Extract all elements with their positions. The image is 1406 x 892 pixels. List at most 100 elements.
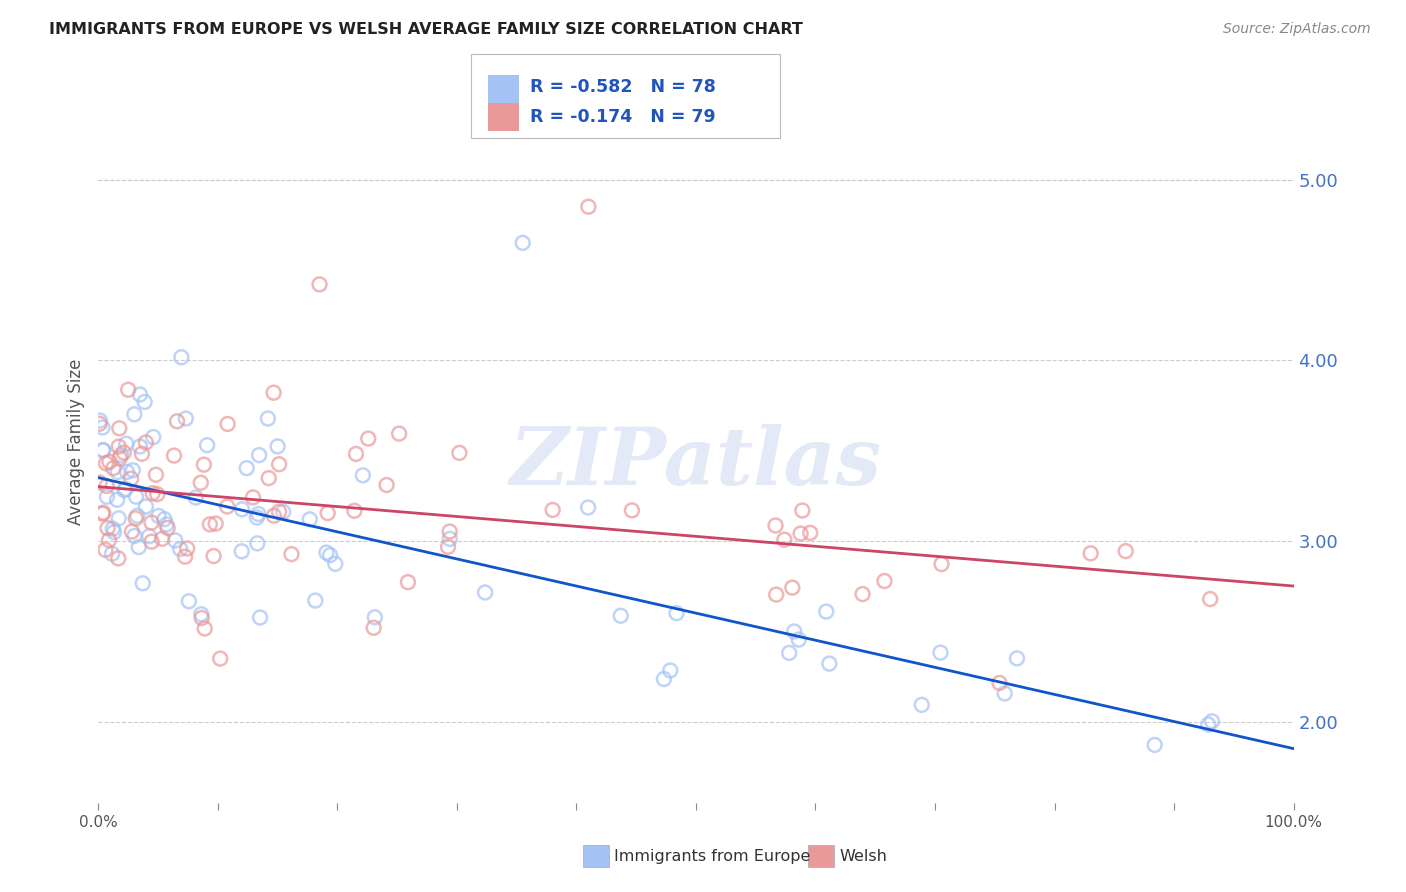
Point bbox=[235, 461, 257, 475]
Point bbox=[125, 511, 148, 525]
Point bbox=[138, 529, 160, 543]
Point bbox=[101, 547, 124, 561]
Point bbox=[911, 698, 934, 712]
Point bbox=[98, 533, 121, 547]
Point bbox=[101, 522, 124, 536]
Point bbox=[217, 417, 239, 431]
Point bbox=[190, 475, 212, 490]
Text: Welsh: Welsh bbox=[839, 849, 887, 863]
Point bbox=[107, 465, 129, 479]
Point bbox=[135, 435, 157, 450]
Point bbox=[174, 549, 197, 564]
Point bbox=[931, 557, 953, 571]
Point bbox=[789, 526, 811, 541]
Point bbox=[988, 676, 1011, 690]
Point bbox=[343, 504, 366, 518]
Text: R = -0.582   N = 78: R = -0.582 N = 78 bbox=[530, 78, 716, 96]
Point bbox=[107, 440, 129, 454]
Point bbox=[449, 446, 471, 460]
Y-axis label: Average Family Size: Average Family Size bbox=[66, 359, 84, 524]
Point bbox=[142, 486, 165, 500]
Point bbox=[129, 387, 152, 401]
Point bbox=[929, 646, 952, 660]
Point bbox=[257, 411, 280, 425]
Point bbox=[96, 521, 118, 535]
Point bbox=[148, 508, 170, 523]
Point bbox=[128, 440, 150, 454]
Point bbox=[249, 610, 271, 624]
Point bbox=[145, 467, 167, 482]
Point bbox=[174, 411, 197, 425]
Point bbox=[107, 551, 129, 566]
Point bbox=[146, 487, 169, 501]
Point bbox=[209, 651, 232, 665]
Point bbox=[170, 351, 193, 365]
Point bbox=[115, 436, 138, 450]
Point bbox=[176, 541, 198, 556]
Point bbox=[1115, 544, 1137, 558]
Point bbox=[247, 448, 270, 462]
Point bbox=[89, 414, 111, 428]
Point bbox=[319, 548, 342, 562]
Point bbox=[165, 533, 187, 548]
Point bbox=[263, 385, 285, 400]
Point bbox=[1201, 714, 1223, 729]
Point bbox=[994, 686, 1017, 700]
Point bbox=[105, 492, 128, 507]
Point bbox=[271, 505, 294, 519]
Point bbox=[114, 483, 136, 498]
Point bbox=[316, 506, 339, 520]
Point bbox=[783, 624, 806, 639]
Text: ZIPatlas: ZIPatlas bbox=[510, 425, 882, 502]
Point bbox=[89, 417, 111, 431]
Point bbox=[128, 540, 150, 554]
Point bbox=[1080, 546, 1102, 560]
Point bbox=[799, 525, 821, 540]
Point bbox=[576, 500, 599, 515]
Point bbox=[439, 532, 461, 546]
Point bbox=[652, 672, 675, 686]
Point bbox=[103, 461, 125, 475]
Point bbox=[131, 576, 153, 591]
Point bbox=[125, 490, 148, 504]
Point bbox=[91, 507, 114, 521]
Point bbox=[166, 414, 188, 428]
Point bbox=[1197, 717, 1219, 731]
Point bbox=[117, 383, 139, 397]
Point bbox=[778, 646, 800, 660]
Point bbox=[247, 507, 270, 521]
Text: IMMIGRANTS FROM EUROPE VS WELSH AVERAGE FAMILY SIZE CORRELATION CHART: IMMIGRANTS FROM EUROPE VS WELSH AVERAGE … bbox=[49, 22, 803, 37]
Point bbox=[91, 443, 114, 458]
Point bbox=[98, 455, 121, 469]
Point bbox=[107, 511, 129, 525]
Point bbox=[150, 532, 173, 546]
Point bbox=[1199, 592, 1222, 607]
Point bbox=[352, 468, 374, 483]
Point bbox=[231, 502, 253, 516]
Point bbox=[280, 547, 302, 561]
Point bbox=[135, 500, 157, 514]
Point bbox=[474, 585, 496, 599]
Point bbox=[512, 235, 534, 250]
Point bbox=[765, 518, 787, 533]
Point bbox=[217, 500, 239, 514]
Point bbox=[190, 607, 212, 622]
Point bbox=[96, 479, 118, 493]
Point bbox=[131, 447, 153, 461]
Point bbox=[103, 525, 125, 540]
Point bbox=[195, 438, 218, 452]
Point bbox=[357, 432, 380, 446]
Point bbox=[96, 490, 118, 504]
Point bbox=[541, 503, 564, 517]
Point bbox=[169, 541, 191, 556]
Point bbox=[108, 451, 131, 466]
Point bbox=[124, 407, 146, 421]
Point bbox=[114, 482, 136, 496]
Point bbox=[204, 516, 226, 531]
Point bbox=[94, 456, 117, 470]
Point bbox=[115, 465, 138, 479]
Point bbox=[198, 517, 221, 532]
Point bbox=[344, 447, 367, 461]
Point bbox=[89, 475, 111, 490]
Point bbox=[108, 421, 131, 435]
